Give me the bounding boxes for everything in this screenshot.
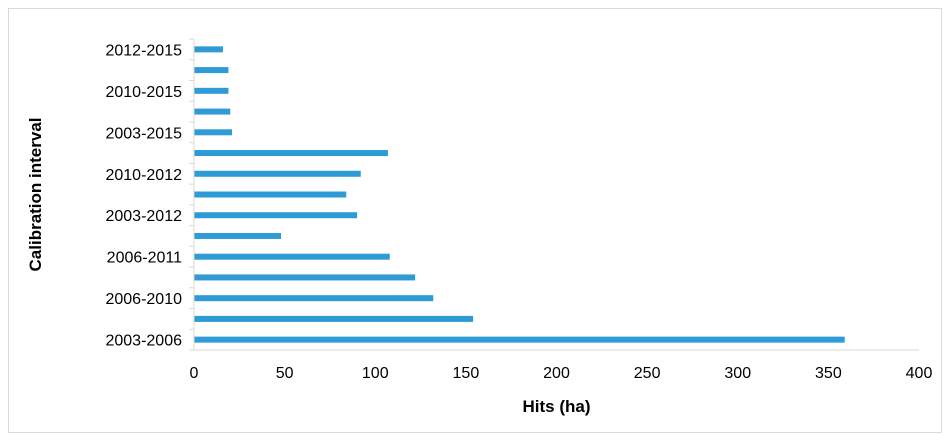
x-tick-label: 50 xyxy=(276,365,294,382)
y-tick-label: 2010-2012 xyxy=(105,167,182,184)
bar xyxy=(194,87,229,94)
y-tick-label: 2010-2015 xyxy=(105,84,182,101)
x-axis-title: Hits (ha) xyxy=(523,397,591,416)
y-tick-label: 2003-2006 xyxy=(105,333,182,350)
bar xyxy=(194,150,388,157)
x-tick-label: 250 xyxy=(634,365,661,382)
y-tick-label: 2003-2012 xyxy=(105,208,182,225)
bar xyxy=(194,232,281,239)
bar xyxy=(194,212,358,219)
y-tick-label: 2006-2011 xyxy=(107,250,182,267)
bars-group xyxy=(194,46,845,343)
x-tick-label: 400 xyxy=(906,365,933,382)
bar xyxy=(194,315,474,322)
y-tick-label: 2006-2010 xyxy=(105,291,182,308)
bar-chart: 0 50 100 150 200 250 300 350 400 2003-2006 2006-2… xyxy=(26,38,933,416)
x-tick-label: 150 xyxy=(453,365,480,382)
y-tick-label: 2003-2015 xyxy=(105,125,182,142)
bar xyxy=(194,295,434,302)
bar xyxy=(194,129,233,136)
x-tick-label: 0 xyxy=(190,365,199,382)
bar xyxy=(194,253,390,260)
bar xyxy=(194,274,416,281)
y-tick-label: 2012-2015 xyxy=(105,42,182,59)
x-tick-label: 350 xyxy=(815,365,842,382)
bar xyxy=(194,170,361,177)
x-ticks-group: 0 50 100 150 200 250 300 350 400 xyxy=(190,365,933,382)
x-tick-label: 300 xyxy=(724,365,751,382)
bar xyxy=(194,67,229,74)
chart-area: 0 50 100 150 200 250 300 350 400 2003-2006 2006-2… xyxy=(8,8,942,433)
y-axis-title: Calibration interval xyxy=(26,118,45,272)
bar xyxy=(194,191,347,198)
x-tick-label: 100 xyxy=(362,365,389,382)
bar xyxy=(194,46,223,53)
y-ticks-group: 2003-2006 2006-2010 2006-2011 2003-2012 2010… xyxy=(105,38,194,351)
bar xyxy=(194,108,231,115)
x-tick-label: 200 xyxy=(543,365,570,382)
bar xyxy=(194,336,845,343)
